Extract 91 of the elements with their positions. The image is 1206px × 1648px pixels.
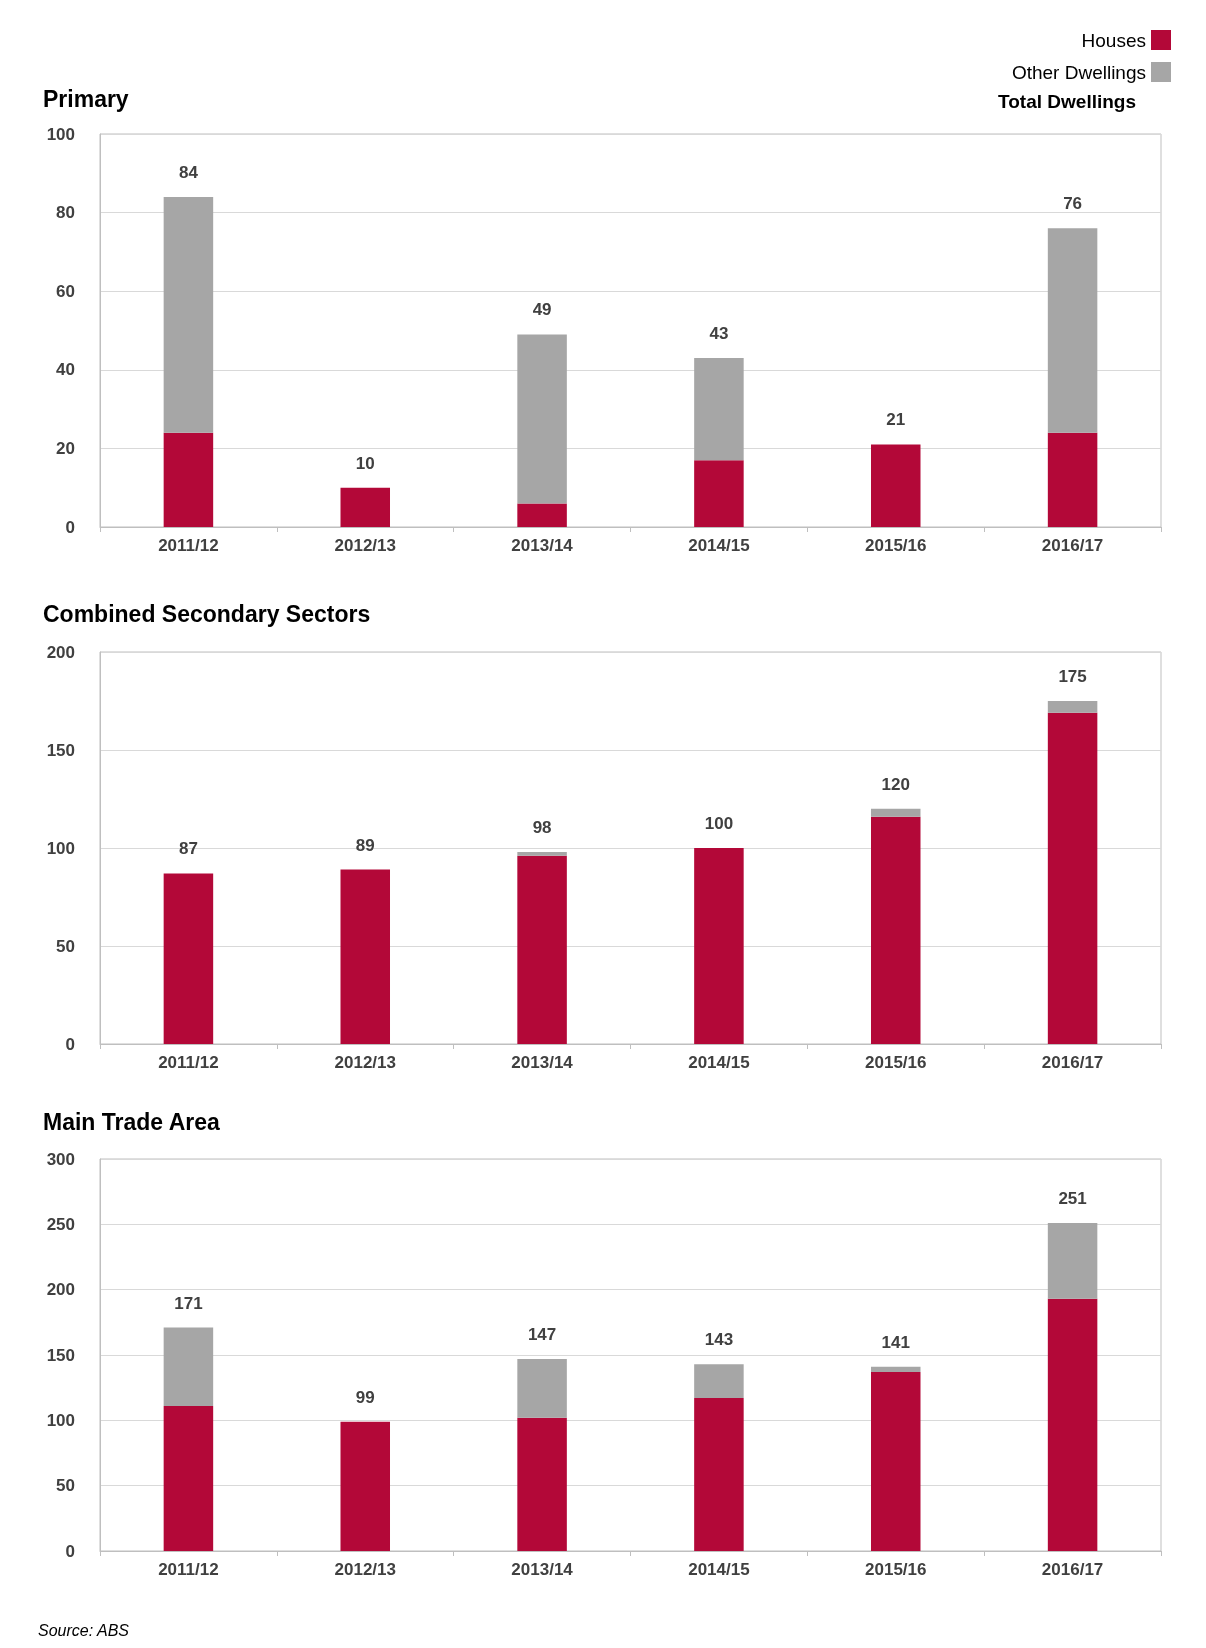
bar: [517, 1417, 567, 1551]
x-tick-label: 2013/14: [511, 1560, 574, 1579]
y-tick-label: 150: [46, 1345, 75, 1365]
x-tick-label: 2011/12: [158, 536, 219, 555]
y-tick-label: 250: [46, 1214, 75, 1234]
y-tick-label: 40: [56, 360, 75, 380]
y-tick-label: 300: [46, 1149, 75, 1169]
bar: [517, 334, 567, 504]
total-label: 87: [178, 839, 198, 859]
total-label: 49: [532, 300, 552, 320]
bar: [870, 1371, 921, 1551]
y-tick-label: 150: [46, 740, 75, 760]
x-tick-label: 2014/15: [688, 1560, 750, 1579]
bar: [340, 487, 391, 527]
y-tick-label: 100: [46, 1410, 75, 1430]
chart-title: Main Trade Area: [43, 1108, 221, 1135]
total-label: 98: [532, 817, 552, 837]
bar: [340, 1421, 391, 1551]
x-tick-label: 2014/15: [688, 1053, 750, 1072]
y-tick-label: 100: [46, 124, 75, 144]
y-tick-label: 20: [56, 438, 75, 458]
y-tick-label: 200: [46, 642, 75, 662]
y-tick-label: 50: [56, 936, 75, 956]
bar: [163, 1327, 214, 1406]
y-tick-label: 0: [65, 1541, 75, 1561]
x-tick-label: 2011/12: [158, 1053, 219, 1072]
bar: [694, 1398, 744, 1551]
x-tick-label: 2011/12: [158, 1560, 219, 1579]
bar: [694, 1364, 744, 1399]
y-tick-label: 0: [65, 517, 75, 537]
x-tick-label: 2016/17: [1041, 1053, 1104, 1072]
y-tick-label: 80: [56, 203, 75, 223]
x-tick-label: 2013/14: [511, 1053, 574, 1072]
total-label: 99: [355, 1387, 375, 1407]
total-label: 10: [355, 453, 375, 473]
bar: [163, 1405, 214, 1551]
y-tick-label: 50: [56, 1476, 75, 1496]
bar: [694, 848, 744, 1044]
bar: [1047, 1298, 1098, 1551]
x-tick-label: 2012/13: [334, 1053, 396, 1072]
total-label: 100: [704, 814, 734, 833]
bar: [517, 855, 567, 1044]
x-tick-label: 2014/15: [688, 536, 750, 555]
total-label: 175: [1058, 667, 1087, 686]
total-label: 251: [1058, 1189, 1087, 1209]
bar: [1047, 228, 1098, 433]
bar: [1047, 701, 1098, 713]
bar: [163, 873, 214, 1044]
x-tick-label: 2016/17: [1041, 536, 1104, 555]
x-tick-label: 2015/16: [865, 1053, 927, 1072]
total-label: 147: [527, 1324, 557, 1344]
bar: [870, 444, 921, 527]
bar: [163, 432, 214, 527]
y-tick-label: 60: [56, 281, 75, 301]
total-label: 171: [174, 1293, 203, 1313]
y-tick-label: 0: [65, 1034, 75, 1054]
total-label: 21: [886, 410, 906, 430]
source-note: Source: ABS: [38, 1621, 130, 1639]
legend-label: Houses: [1081, 29, 1146, 51]
total-label: 76: [1063, 194, 1083, 214]
bar: [517, 851, 567, 856]
total-label: 143: [704, 1330, 734, 1350]
y-tick-label: 200: [46, 1280, 75, 1300]
bar: [870, 1366, 921, 1372]
bar: [340, 869, 391, 1044]
total-label: 141: [881, 1332, 910, 1352]
bar: [1047, 432, 1098, 527]
bar: [870, 808, 921, 817]
bar: [694, 358, 744, 461]
bar: [1047, 1223, 1098, 1299]
total-label: 120: [881, 774, 910, 794]
bar: [694, 460, 744, 527]
total-label: 89: [355, 835, 375, 855]
chart-title: Combined Secondary Sectors: [43, 600, 371, 627]
total-label: 43: [709, 324, 729, 344]
y-tick-label: 100: [46, 838, 75, 858]
x-tick-label: 2015/16: [865, 536, 927, 555]
text: Total Dwellings: [998, 91, 1136, 112]
bar: [517, 1358, 567, 1418]
bar: [163, 196, 214, 433]
total-label: 84: [178, 162, 199, 182]
bar: [1047, 712, 1098, 1044]
chart-title: Primary: [43, 85, 129, 112]
legend-label: Other Dwellings: [1011, 61, 1146, 83]
x-tick-label: 2013/14: [511, 536, 574, 555]
x-tick-label: 2012/13: [334, 1560, 396, 1579]
bar: [517, 503, 567, 527]
bar: [870, 816, 921, 1044]
x-tick-label: 2012/13: [334, 536, 396, 555]
x-tick-label: 2015/16: [865, 1560, 927, 1579]
x-tick-label: 2016/17: [1041, 1560, 1104, 1579]
